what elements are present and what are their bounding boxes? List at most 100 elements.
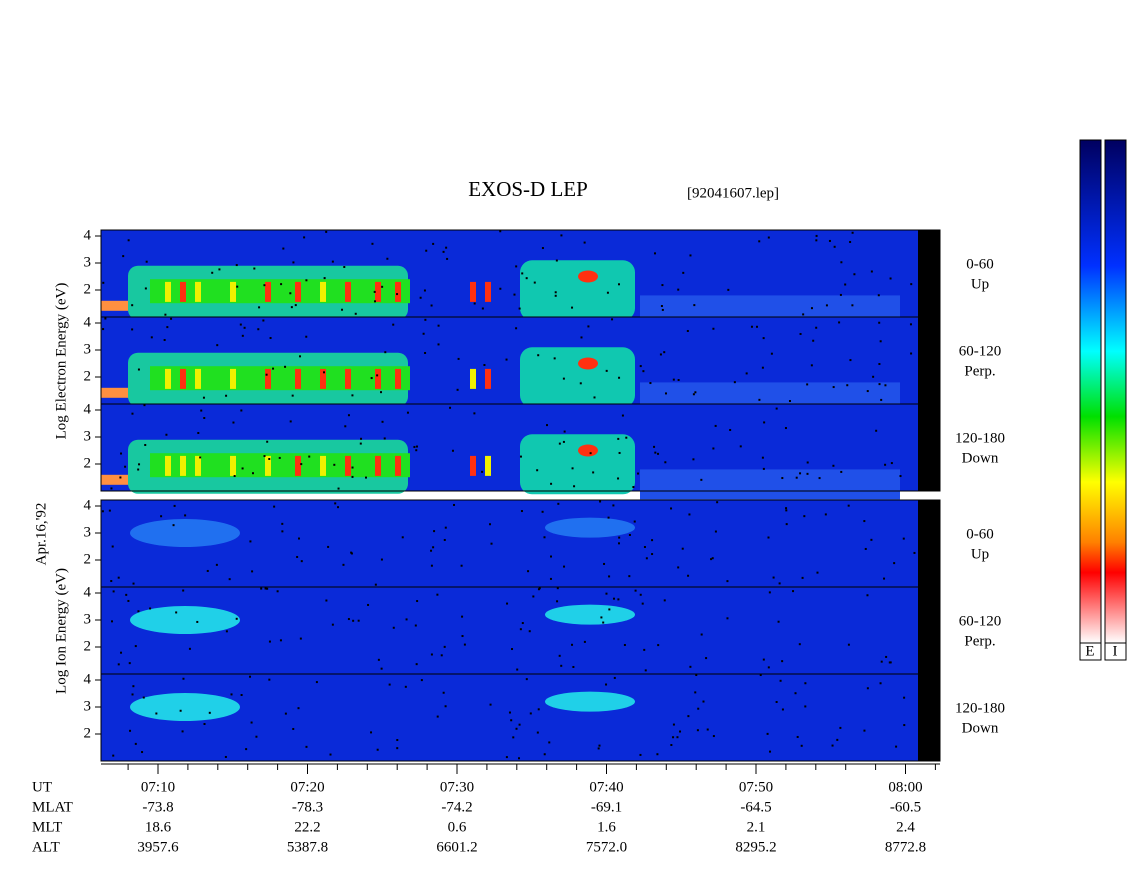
noise	[215, 563, 218, 566]
spectrogram-blob	[130, 693, 240, 721]
noise	[252, 472, 255, 475]
noise	[885, 655, 888, 658]
noise	[518, 723, 521, 726]
noise	[380, 667, 383, 670]
noise	[899, 475, 902, 478]
noise	[563, 430, 566, 433]
noise	[150, 336, 153, 339]
spectrogram-stripe	[230, 455, 236, 476]
noise	[518, 307, 521, 310]
noise	[235, 264, 238, 267]
noise	[618, 451, 621, 454]
noise	[799, 472, 802, 475]
data-gap	[918, 230, 940, 317]
noise	[489, 703, 492, 706]
panel-angle: 0-60	[966, 256, 994, 272]
noise	[260, 587, 263, 590]
table-value: 22.2	[294, 819, 320, 835]
noise	[172, 524, 175, 527]
noise	[525, 277, 528, 280]
noise	[184, 514, 187, 517]
noise	[645, 557, 648, 560]
noise	[202, 396, 205, 399]
spectrogram-stripe	[295, 281, 301, 302]
noise	[853, 273, 856, 276]
noise	[611, 318, 614, 321]
noise	[836, 738, 839, 741]
noise	[149, 607, 152, 610]
table-value: 07:50	[739, 779, 773, 795]
colorbar	[1104, 139, 1127, 644]
panel-angle: 120-180	[955, 700, 1005, 716]
noise	[443, 538, 446, 541]
noise	[560, 234, 563, 237]
noise	[249, 675, 252, 678]
noise	[351, 466, 354, 469]
noise	[571, 306, 574, 309]
noise	[364, 476, 367, 479]
noise	[670, 507, 673, 510]
table-value: 07:30	[440, 779, 474, 795]
noise	[296, 555, 299, 558]
noise	[879, 682, 882, 685]
noise	[657, 452, 660, 455]
noise	[592, 471, 595, 474]
noise	[416, 600, 419, 603]
noise	[883, 577, 886, 580]
noise	[903, 696, 906, 699]
table-value: 07:20	[290, 779, 324, 795]
date: Apr.16,'92	[33, 503, 49, 566]
noise	[278, 456, 281, 459]
noise	[794, 692, 797, 695]
noise	[903, 724, 906, 727]
noise	[343, 265, 346, 268]
noise	[716, 501, 719, 504]
noise	[560, 664, 563, 667]
noise	[131, 693, 134, 696]
noise	[137, 468, 140, 471]
noise	[788, 400, 791, 403]
noise	[347, 414, 350, 417]
noise	[245, 748, 248, 751]
noise	[341, 308, 344, 311]
noise	[333, 463, 336, 466]
noise	[654, 451, 657, 454]
noise	[656, 753, 659, 756]
spectrogram-stripe	[265, 281, 271, 302]
noise	[515, 265, 518, 268]
noise	[401, 536, 404, 539]
spectrogram-stripe	[375, 368, 381, 389]
noise	[781, 708, 784, 711]
noise	[838, 321, 841, 324]
noise	[528, 630, 531, 633]
spectrogram-band	[150, 453, 410, 478]
noise	[632, 486, 635, 489]
noise	[272, 367, 275, 370]
noise	[182, 589, 185, 592]
noise	[605, 592, 608, 595]
noise	[112, 590, 115, 593]
noise	[602, 621, 605, 624]
noise	[762, 337, 765, 340]
noise	[257, 328, 260, 331]
spectrogram-stripe	[180, 455, 186, 476]
noise	[877, 294, 880, 297]
noise	[443, 645, 446, 648]
y-tick-label: 4	[84, 401, 92, 417]
noise	[702, 700, 705, 703]
noise	[879, 340, 882, 343]
noise	[508, 711, 511, 714]
noise	[290, 306, 293, 309]
noise	[265, 373, 268, 376]
noise	[603, 562, 606, 565]
noise	[241, 334, 244, 337]
noise	[541, 510, 544, 513]
noise	[537, 588, 540, 591]
noise	[228, 578, 231, 581]
noise	[233, 475, 236, 478]
noise	[639, 365, 642, 368]
noise	[613, 676, 616, 679]
noise	[785, 523, 788, 526]
noise	[589, 452, 592, 455]
table-value: 08:00	[888, 779, 922, 795]
